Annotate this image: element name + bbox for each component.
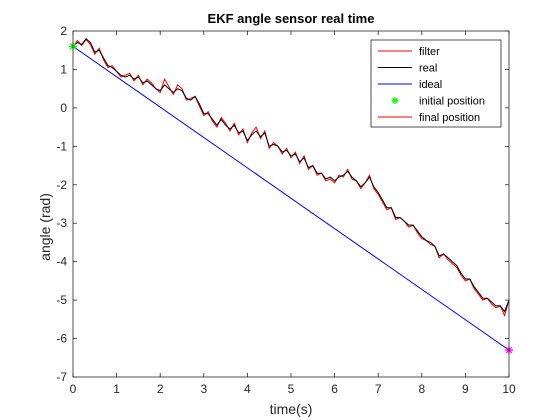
y-tick-label: -2 — [56, 178, 67, 192]
y-axis-label: angle (rad) — [37, 193, 53, 261]
y-tick-label: -6 — [56, 332, 67, 346]
y-tick-label: -4 — [56, 255, 67, 269]
x-tick-label: 1 — [113, 382, 120, 396]
x-tick-label: 8 — [418, 382, 425, 396]
x-tick-label: 3 — [200, 382, 207, 396]
legend-label: filter — [419, 46, 440, 58]
y-tick-label: -5 — [56, 293, 67, 307]
x-tick-label: 10 — [502, 382, 516, 396]
y-tick-label: -1 — [56, 139, 67, 153]
y-tick-label: -3 — [56, 216, 67, 230]
x-tick-label: 0 — [70, 382, 77, 396]
y-tick-label: 0 — [60, 101, 67, 115]
x-tick-label: 5 — [288, 382, 295, 396]
x-tick-label: 4 — [244, 382, 251, 396]
series-line-real — [72, 37, 510, 313]
y-tick-label: 2 — [60, 24, 67, 38]
x-tick-label: 2 — [157, 382, 164, 396]
legend: filter real ideal initial position final pos… — [370, 39, 502, 128]
legend-label: ideal — [419, 79, 442, 91]
x-tick-label: 6 — [331, 382, 338, 396]
legend-label: real — [419, 63, 437, 75]
legend-label: initial position — [419, 96, 485, 108]
x-axis-label: time(s) — [270, 401, 313, 417]
legend-swatch-star — [391, 97, 399, 104]
chart-title: EKF angle sensor real time — [208, 11, 375, 26]
y-tick-label: -7 — [56, 370, 67, 384]
legend-label: final position — [419, 112, 480, 124]
x-tick-label: 9 — [462, 382, 469, 396]
y-tick-label: 1 — [60, 62, 67, 76]
series-line-ideal — [72, 45, 510, 351]
x-tick-label: 7 — [375, 382, 382, 396]
